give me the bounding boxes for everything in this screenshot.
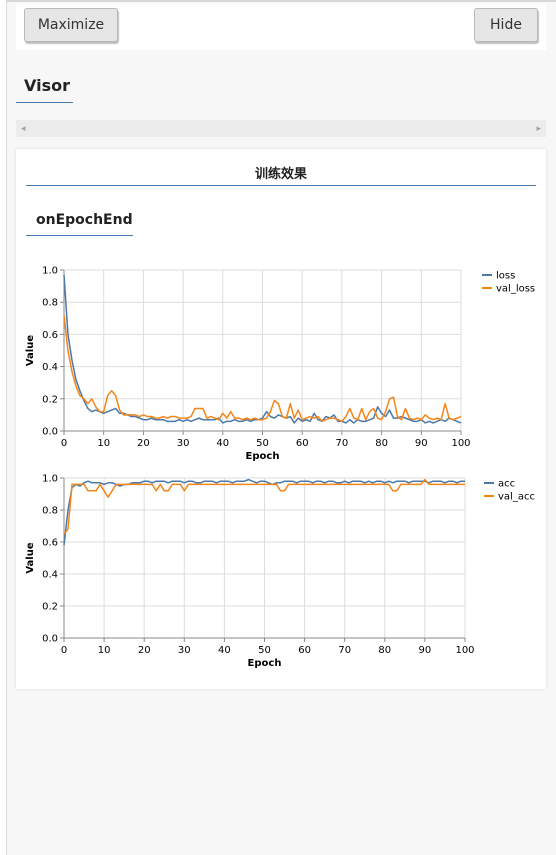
x-tick-label: 80 (378, 645, 391, 656)
series-line-val-acc (63, 478, 465, 535)
x-axis-label: Epoch (246, 451, 280, 462)
y-tick-label: 0.0 (42, 427, 58, 438)
top-rule (0, 0, 556, 2)
left-rule (0, 0, 7, 855)
y-tick-label: 0.2 (42, 602, 58, 613)
legend-label: acc (498, 479, 515, 490)
x-tick-label: 50 (258, 645, 271, 656)
y-axis-label: Value (25, 335, 36, 366)
x-tick-label: 40 (218, 645, 231, 656)
panel-title: 训练效果 (254, 167, 307, 182)
x-tick-label: 10 (98, 645, 111, 656)
x-tick-label: 90 (419, 645, 432, 656)
y-tick-label: 0.0 (42, 634, 58, 645)
x-tick-label: 50 (256, 438, 269, 449)
visor-tab-underline (16, 102, 73, 103)
x-tick-label: 80 (375, 438, 388, 449)
series-line-val-loss (63, 314, 462, 423)
loss-chart: 0 10 20 30 40 50 60 70 80 90 100 0.0 0.2 0.4 0.6 0.8 1.0… (25, 266, 535, 463)
x-axis-label: Epoch (248, 658, 282, 669)
y-tick-label: 0.4 (42, 362, 58, 373)
x-tick-label: 30 (177, 438, 190, 449)
x-tick-label: 40 (216, 438, 229, 449)
x-tick-label: 70 (338, 645, 351, 656)
series-line-loss (63, 274, 462, 424)
scroll-right-icon[interactable]: ▸ (536, 123, 541, 133)
x-tick-label: 20 (138, 645, 151, 656)
x-tick-label: 30 (178, 645, 191, 656)
x-tick-label: 0 (61, 645, 67, 656)
x-tick-label: 60 (298, 645, 311, 656)
x-tick-label: 100 (451, 438, 470, 449)
y-tick-label: 1.0 (42, 474, 58, 485)
panel-subtitle: onEpochEnd (36, 212, 133, 228)
y-tick-label: 0.2 (42, 394, 58, 405)
accuracy-chart: 0 10 20 30 40 50 60 70 80 90 100 0.0 0.2 0.4 0.6 0.8 1.0… (25, 474, 535, 670)
y-tick-label: 0.8 (42, 506, 58, 517)
x-tick-label: 70 (336, 438, 349, 449)
hide-button[interactable]: Hide (474, 8, 538, 42)
visor-title: Visor (24, 76, 70, 95)
series-line-acc (63, 478, 465, 546)
x-tick-label: 0 (61, 438, 67, 449)
x-tick-label: 10 (97, 438, 110, 449)
y-tick-label: 0.4 (42, 570, 58, 581)
y-tick-label: 0.8 (42, 298, 58, 309)
x-tick-label: 60 (296, 438, 309, 449)
panel-title-rule (26, 185, 536, 186)
panel-subtitle-rule (26, 235, 133, 236)
x-tick-label: 20 (137, 438, 150, 449)
y-tick-label: 0.6 (42, 538, 58, 549)
legend-label: val_acc (498, 492, 535, 503)
y-tick-label: 0.6 (42, 330, 58, 341)
training-panel: 训练效果 onEpochEnd 0 10 20 30 40 50 60 70 80 90 100 0.… (16, 149, 546, 689)
x-tick-label: 100 (455, 645, 474, 656)
legend-label: loss (496, 271, 515, 282)
y-axis-label: Value (25, 542, 36, 573)
top-bar: Maximize Hide (16, 4, 546, 50)
maximize-button[interactable]: Maximize (24, 8, 118, 42)
x-tick-label: 90 (415, 438, 428, 449)
legend-label: val_loss (496, 284, 535, 295)
horizontal-scrollbar[interactable]: ◂ ▸ (16, 120, 546, 137)
scroll-left-icon[interactable]: ◂ (21, 123, 26, 133)
y-tick-label: 1.0 (42, 266, 58, 277)
